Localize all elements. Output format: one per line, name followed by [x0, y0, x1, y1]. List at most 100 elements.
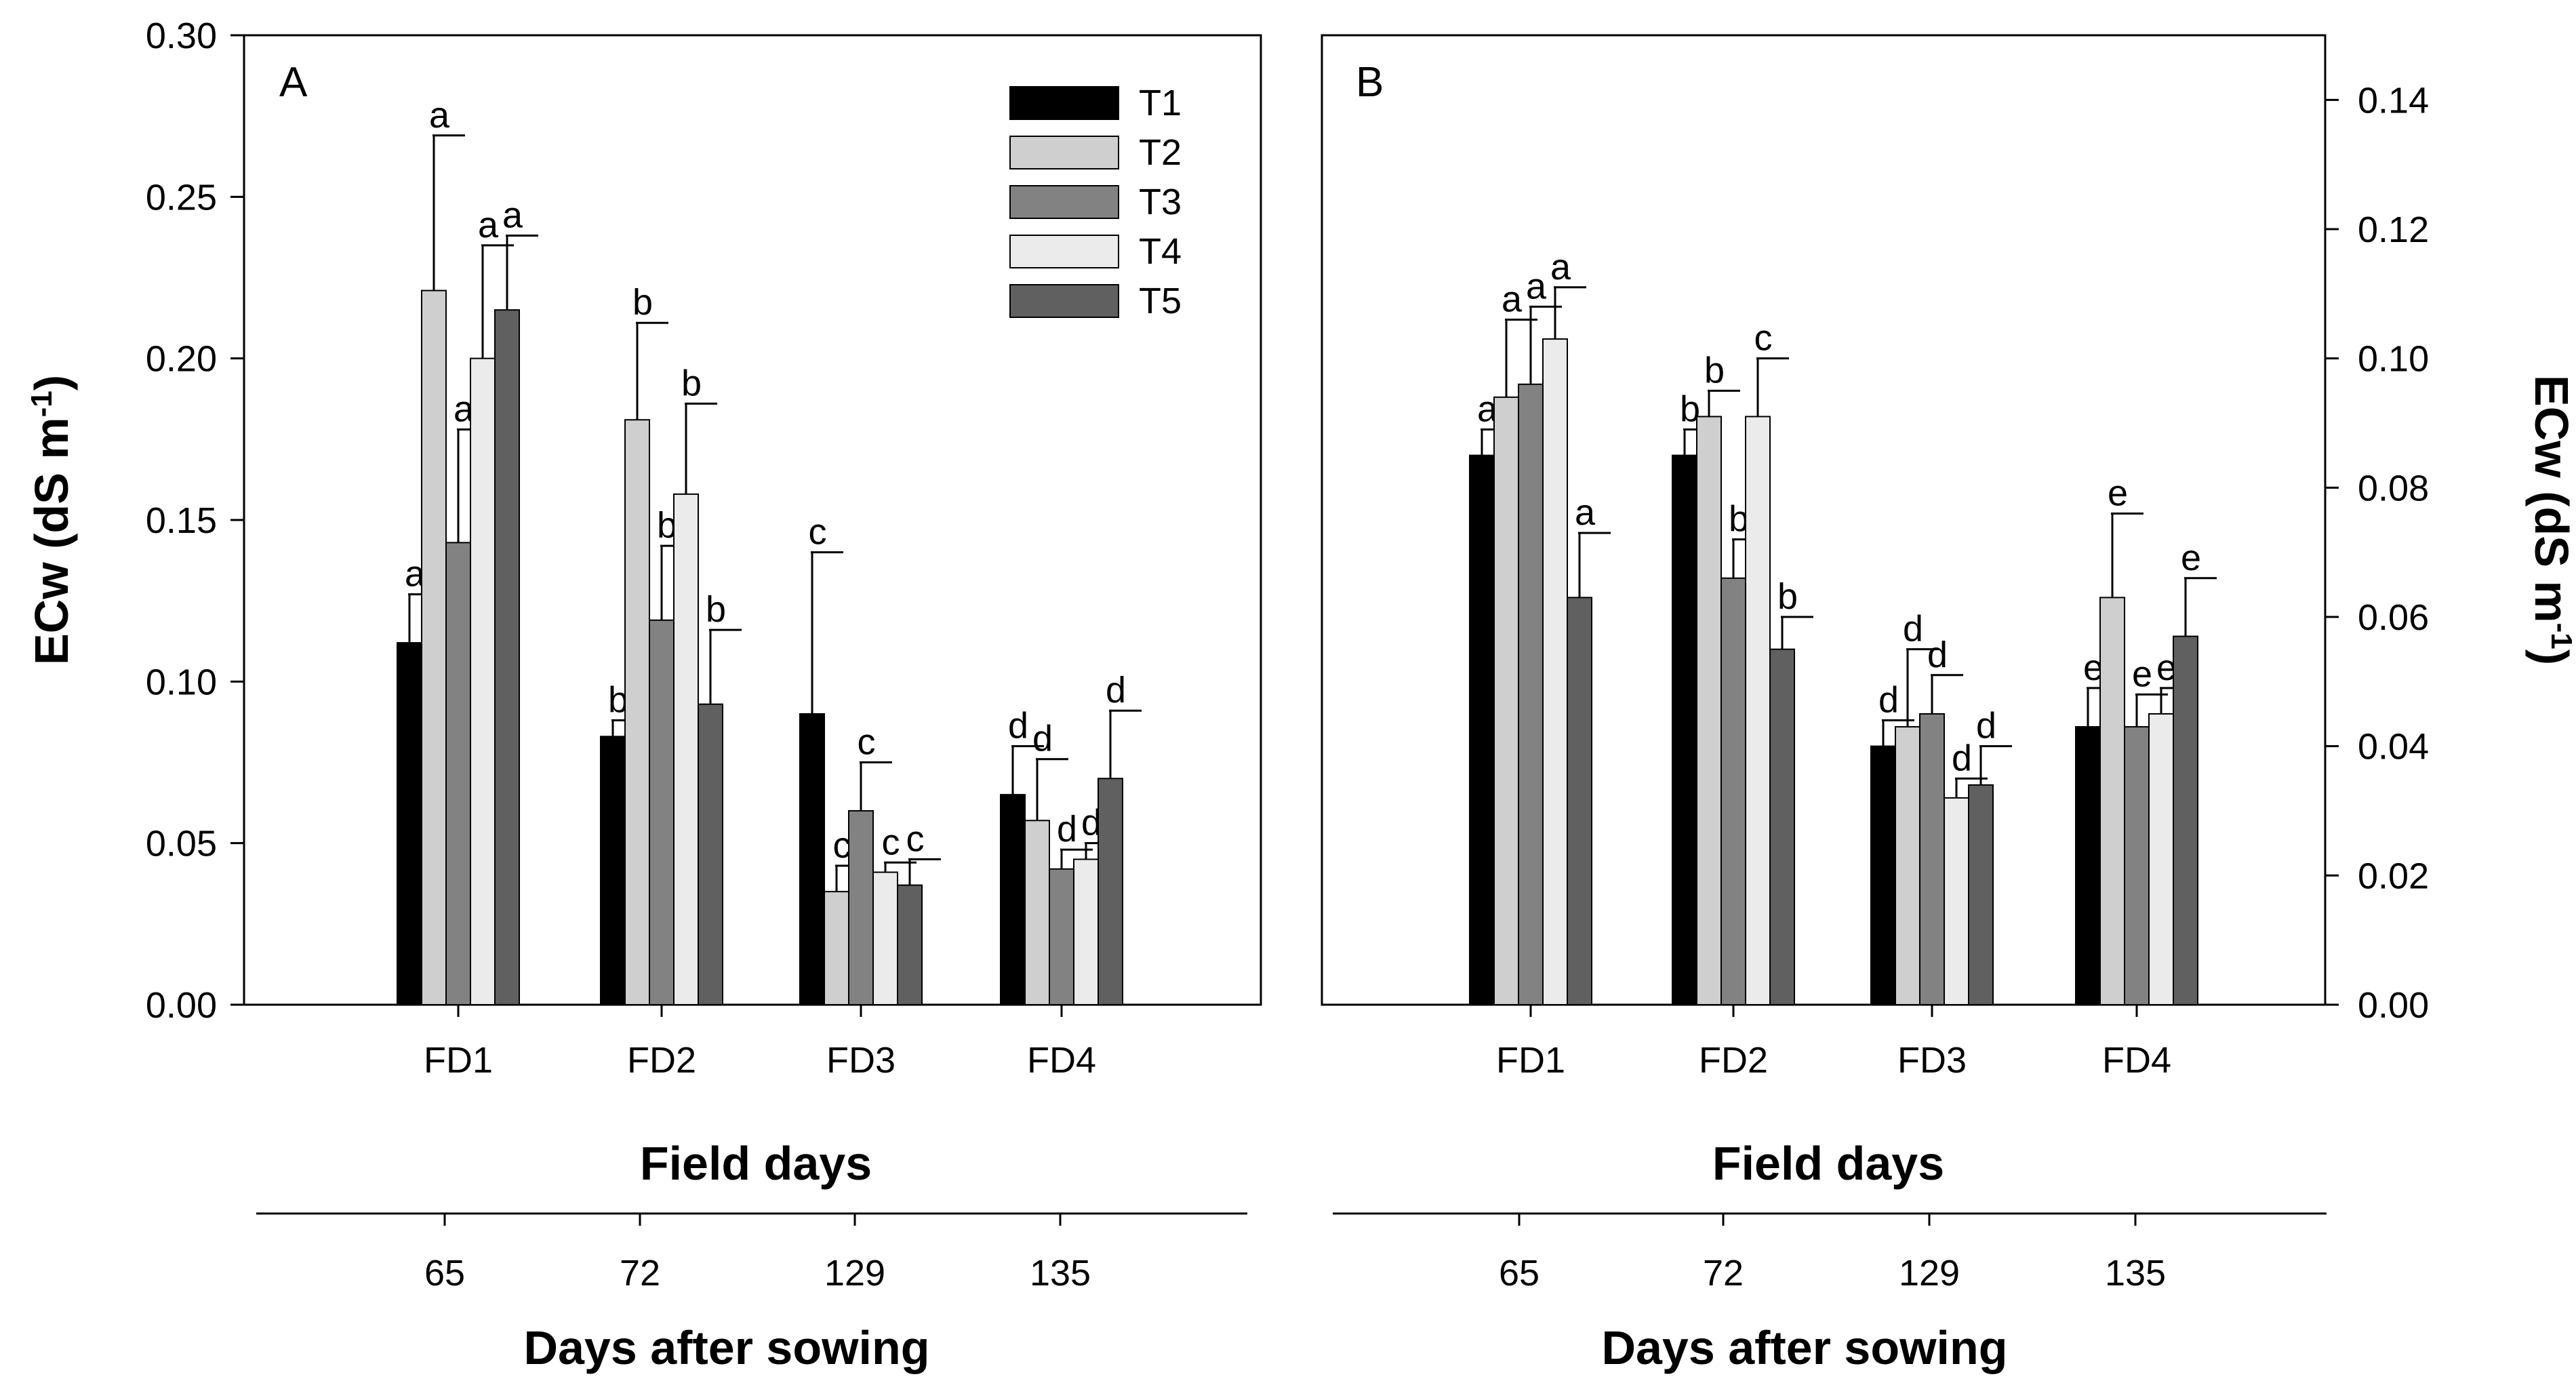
bar-t4-fd1 [1542, 338, 1568, 1006]
significance-letter: c [1754, 318, 1773, 359]
significance-letter: e [2108, 473, 2128, 513]
significance-letter: a [1526, 266, 1547, 306]
legend-swatch-t3 [1009, 185, 1119, 219]
significance-letter: d [1057, 809, 1077, 849]
panel-b-x-axis: FD1 FD2 FD3 FD4 [1496, 1005, 2171, 1081]
bar-t3-fd2 [649, 619, 675, 1005]
significance-letter: d [1976, 706, 1996, 746]
x-tick-label: FD4 [2102, 1040, 2171, 1081]
y-tick-label: 0.20 [146, 339, 217, 380]
x-tick-label: FD1 [1496, 1040, 1565, 1081]
bar-t1-fd3 [1870, 745, 1896, 1005]
secondary-axis-tick-label: 135 [2105, 1253, 2166, 1294]
panel-b: B 0.000.020.040.060.080.100.120.14 FD1 FD… [1321, 34, 2576, 1374]
bar-t1-fd2 [1672, 454, 1697, 1005]
secondary-axis-tick-label: 65 [424, 1253, 465, 1294]
bar-t2-fd2 [1696, 416, 1722, 1005]
bar-t5-fd3 [1968, 784, 1994, 1006]
bar-t2-fd4 [1024, 820, 1050, 1006]
significance-letter: d [1927, 635, 1948, 675]
y-tick-label: 0.05 [146, 824, 217, 864]
y-tick-label: 0.10 [2358, 339, 2429, 380]
bar-t4-fd2 [1745, 416, 1771, 1005]
panel-a-x-axis-title: Field days [640, 1137, 872, 1190]
bar-t1-fd1 [397, 642, 422, 1005]
bar-t4-fd3 [1944, 797, 1969, 1006]
significance-letter: a [478, 205, 499, 245]
secondary-axis-tick-label: 135 [1030, 1253, 1091, 1294]
legend-label-t4: T4 [1139, 231, 1182, 272]
legend-swatch-t4 [1009, 235, 1119, 268]
legend-swatch-t5 [1009, 284, 1119, 318]
panel-b-x-axis-title: Field days [1712, 1137, 1944, 1190]
y-tick-label: 0.04 [2358, 727, 2429, 767]
x-tick-label: FD3 [1897, 1040, 1967, 1081]
bar-t5-fd4 [1098, 778, 1123, 1006]
significance-letter: b [681, 363, 702, 403]
significance-letter: e [2132, 654, 2152, 694]
y-tick-label: 0.10 [146, 662, 217, 702]
bar-t3-fd3 [1919, 713, 1945, 1005]
significance-letter: a [1550, 247, 1571, 287]
y-tick-label: 0.00 [2358, 985, 2429, 1026]
bar-t1-fd3 [799, 713, 825, 1005]
bar-t5-fd2 [1769, 648, 1795, 1005]
significance-letter: d [1952, 738, 1972, 778]
panel-a-x-axis: FD1 FD2 FD3 FD4 [424, 1005, 1096, 1081]
y-tick-label: 0.00 [146, 985, 217, 1026]
bar-t1-fd1 [1469, 454, 1495, 1005]
bar-t1-fd4 [1000, 794, 1026, 1005]
panel-b-plot-frame [1321, 34, 2327, 1006]
bar-t3-fd2 [1720, 577, 1746, 1005]
x-tick-label: FD1 [424, 1040, 493, 1081]
panel-a-secondary-axis-title: Days after sowing [523, 1321, 929, 1374]
panel-b-secondary-axis: 65 72 129 135 [1499, 1214, 2166, 1294]
significance-letter: b [632, 282, 653, 323]
secondary-axis-tick-label: 72 [1703, 1253, 1744, 1294]
bar-t2-fd3 [1895, 726, 1920, 1005]
significance-letter: a [502, 195, 523, 236]
bar-t2-fd1 [421, 289, 447, 1006]
y-tick-label: 0.15 [146, 500, 217, 541]
panel-b-y-axis-title: ECw (dS m-1) [2525, 375, 2576, 665]
panel-a-y-axis-title: ECw (dS m-1) [25, 375, 79, 665]
panel-b-y-axis: 0.00 0.02 0.04 0.06 0.08 0.10 0.12 0.14 [2325, 80, 2429, 1026]
legend-label-t1: T1 [1139, 83, 1182, 123]
significance-letter: c [809, 512, 827, 553]
significance-letter: e [2181, 538, 2201, 578]
bar-t4-fd1 [470, 357, 496, 1005]
panel-a-legend: T1 T2 T3 T4 T5 [1009, 83, 1182, 321]
bar-t2-fd1 [1493, 396, 1519, 1005]
bar-t4-fd2 [673, 493, 699, 1005]
significance-letter: d [1106, 670, 1126, 710]
bar-t5-fd3 [897, 884, 923, 1005]
bar-t5-fd2 [698, 703, 723, 1005]
secondary-axis-tick-label: 129 [824, 1253, 885, 1294]
significance-letter: d [1032, 719, 1053, 759]
legend-label-t3: T3 [1139, 182, 1182, 222]
panel-b-secondary-axis-title: Days after sowing [1601, 1321, 2007, 1374]
bar-t2-fd3 [824, 891, 849, 1005]
y-tick-label: 0.08 [2358, 468, 2429, 508]
panel-a-secondary-axis: 65 72 129 135 [424, 1214, 1091, 1294]
panel-a-tag: A [279, 59, 308, 106]
bar-t4-fd4 [1073, 858, 1099, 1005]
panel-a-y-axis: 0.00 0.05 0.10 0.15 0.20 0.25 0.30 [146, 16, 244, 1026]
legend-swatch-t2 [1009, 136, 1119, 169]
significance-letter: d [1878, 680, 1899, 721]
significance-letter: a [1575, 492, 1596, 533]
bar-t4-fd3 [872, 871, 898, 1005]
bar-t5-fd4 [2173, 635, 2198, 1005]
y-tick-label: 0.25 [146, 177, 217, 218]
bar-t3-fd1 [445, 542, 471, 1005]
bar-t2-fd2 [624, 419, 650, 1005]
bar-t5-fd1 [1567, 597, 1592, 1005]
legend-swatch-t1 [1009, 86, 1119, 120]
bar-t3-fd3 [848, 810, 874, 1005]
legend-label-t5: T5 [1139, 281, 1182, 321]
bar-t4-fd4 [2148, 713, 2174, 1005]
significance-letter: c [882, 822, 900, 862]
